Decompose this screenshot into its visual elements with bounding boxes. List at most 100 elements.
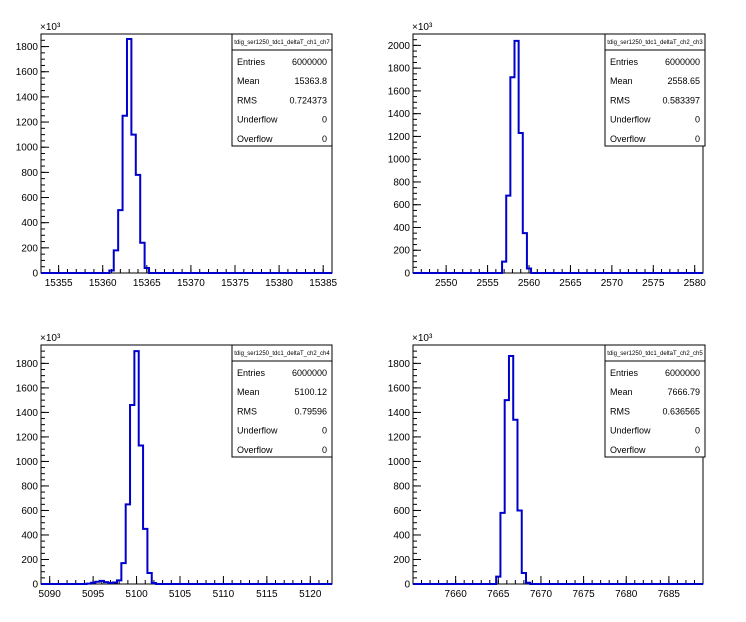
stats-label: RMS xyxy=(237,95,257,105)
y-tick-label: 0 xyxy=(404,269,410,280)
stats-box-frame xyxy=(604,33,706,147)
stats-value: 0 xyxy=(322,426,327,436)
y-tick-label: 800 xyxy=(393,481,410,492)
y-tick-label: 400 xyxy=(393,530,410,541)
stats-label: Mean xyxy=(610,76,633,86)
y-tick-label: 1400 xyxy=(16,92,39,103)
stats-title: tdig_ser1250_tdc1_deltaT_ch2_ch4 xyxy=(234,351,330,357)
x-tick-label: 2580 xyxy=(684,278,707,289)
x-tick-label: 7685 xyxy=(658,589,681,600)
stats-label: Entries xyxy=(610,57,639,67)
x-tick-label: 7660 xyxy=(445,589,468,600)
stats-value: 7666.79 xyxy=(667,387,700,397)
y-tick-label: 200 xyxy=(21,243,38,254)
x-tick-label: 5100 xyxy=(125,589,148,600)
x-tick-label: 5095 xyxy=(82,589,105,600)
stats-value: 0 xyxy=(695,426,700,436)
y-tick-label: 1800 xyxy=(388,359,411,370)
x-tick-label: 7680 xyxy=(615,589,638,600)
x-tick-label: 15380 xyxy=(265,278,293,289)
y-tick-label: 1200 xyxy=(16,118,39,129)
stats-value: 6000000 xyxy=(292,57,327,67)
stats-label: RMS xyxy=(610,95,630,105)
x-tick-label: 2555 xyxy=(476,278,499,289)
y-exponent-label: ×10³ xyxy=(412,333,433,344)
stats-box-frame xyxy=(604,344,706,458)
stats-title: tdig_ser1250_tdc1_deltaT_ch2_ch5 xyxy=(607,351,703,357)
stats-box: tdig_ser1250_tdc1_deltaT_ch1_ch7 Entries 6… xyxy=(231,33,333,147)
stats-label: Entries xyxy=(237,368,266,378)
stats-label: Overflow xyxy=(237,445,273,455)
histogram-series xyxy=(413,355,703,585)
y-tick-label: 0 xyxy=(404,580,410,591)
y-tick-label: 800 xyxy=(21,481,38,492)
histogram-series xyxy=(41,38,332,274)
y-tick-label: 0 xyxy=(32,580,38,591)
stats-label: Entries xyxy=(610,368,639,378)
stats-value: 0 xyxy=(695,134,700,144)
y-tick-label: 1600 xyxy=(16,67,39,78)
stats-label: Mean xyxy=(237,387,260,397)
y-tick-label: 400 xyxy=(21,218,38,229)
stats-value: 0.724373 xyxy=(289,95,327,105)
stats-value: 0.583397 xyxy=(662,95,700,105)
stats-value: 6000000 xyxy=(665,57,700,67)
y-tick-label: 1400 xyxy=(388,408,411,419)
stats-title: tdig_ser1250_tdc1_deltaT_ch2_ch3 xyxy=(607,40,703,46)
stats-box-frame xyxy=(231,344,333,458)
stats-label: Entries xyxy=(237,57,266,67)
stats-label: RMS xyxy=(610,406,630,416)
y-tick-label: 200 xyxy=(393,555,410,566)
stats-box-frame xyxy=(231,33,333,147)
y-tick-label: 1600 xyxy=(388,86,411,97)
stats-label: Underflow xyxy=(610,426,651,436)
stats-label: Mean xyxy=(610,387,633,397)
y-tick-label: 1800 xyxy=(388,64,411,75)
x-tick-label: 7675 xyxy=(572,589,595,600)
y-tick-label: 1800 xyxy=(16,359,39,370)
stats-label: Underflow xyxy=(610,115,651,125)
y-tick-label: 200 xyxy=(393,246,410,257)
y-tick-label: 800 xyxy=(393,177,410,188)
y-tick-label: 600 xyxy=(21,193,38,204)
histogram-panel-1: 0 200 400 600 800 1000 1200 1400 1600 1800 15355 15… xyxy=(16,22,338,289)
stats-label: Overflow xyxy=(610,445,646,455)
stats-label: Underflow xyxy=(237,426,278,436)
stats-label: Overflow xyxy=(610,134,646,144)
stats-value: 0 xyxy=(322,445,327,455)
y-tick-label: 400 xyxy=(393,223,410,234)
x-tick-label: 7665 xyxy=(487,589,510,600)
stats-value: 0 xyxy=(322,134,327,144)
stats-title: tdig_ser1250_tdc1_deltaT_ch1_ch7 xyxy=(234,40,330,46)
x-tick-label: 15360 xyxy=(89,278,117,289)
stats-label: Overflow xyxy=(237,134,273,144)
y-tick-label: 1000 xyxy=(16,143,39,154)
x-tick-label: 15385 xyxy=(309,278,337,289)
stats-label: RMS xyxy=(237,406,257,416)
stats-value: 6000000 xyxy=(665,368,700,378)
y-tick-label: 1000 xyxy=(16,457,39,468)
y-tick-label: 1200 xyxy=(16,432,39,443)
y-tick-label: 1000 xyxy=(388,155,411,166)
stats-box: tdig_ser1250_tdc1_deltaT_ch2_ch3 Entries 6… xyxy=(604,33,706,147)
y-exponent-label: ×10³ xyxy=(40,22,61,33)
x-tick-label: 7670 xyxy=(530,589,553,600)
y-tick-label: 1600 xyxy=(388,383,411,394)
y-tick-label: 200 xyxy=(21,555,38,566)
y-tick-label: 0 xyxy=(32,269,38,280)
stats-label: Underflow xyxy=(237,115,278,125)
stats-value: 6000000 xyxy=(292,368,327,378)
x-tick-label: 15365 xyxy=(133,278,161,289)
y-tick-label: 1200 xyxy=(388,132,411,143)
histogram-series xyxy=(41,350,332,585)
stats-box: tdig_ser1250_tdc1_deltaT_ch2_ch5 Entries 6… xyxy=(604,344,706,458)
x-tick-label: 2550 xyxy=(435,278,458,289)
stats-label: Mean xyxy=(237,76,260,86)
y-tick-label: 1000 xyxy=(388,457,411,468)
y-tick-label: 1600 xyxy=(16,383,39,394)
x-tick-label: 2565 xyxy=(559,278,582,289)
y-tick-label: 600 xyxy=(393,506,410,517)
x-tick-label: 2575 xyxy=(642,278,665,289)
x-tick-label: 5105 xyxy=(169,589,192,600)
